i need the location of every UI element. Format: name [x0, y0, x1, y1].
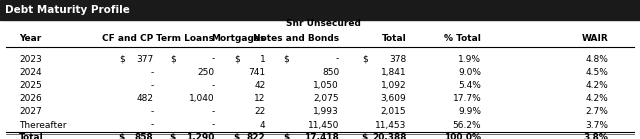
Text: 1,841: 1,841: [381, 68, 406, 77]
Text: Term Loans: Term Loans: [156, 34, 214, 43]
Text: $: $: [119, 55, 125, 64]
Text: 42: 42: [254, 81, 266, 90]
Text: 11,453: 11,453: [375, 121, 406, 130]
Text: 2027: 2027: [19, 107, 42, 116]
Bar: [0, 0, 640, 20]
Text: 11,450: 11,450: [308, 121, 339, 130]
Text: 4.5%: 4.5%: [585, 68, 608, 77]
Text: 2,015: 2,015: [381, 107, 406, 116]
Text: 250: 250: [197, 68, 214, 77]
Text: 56.2%: 56.2%: [452, 121, 481, 130]
Text: 4.8%: 4.8%: [585, 55, 608, 64]
Text: 12: 12: [254, 94, 266, 103]
Text: 17.7%: 17.7%: [452, 94, 481, 103]
Text: 378: 378: [389, 55, 406, 64]
Text: Total: Total: [19, 133, 44, 139]
Text: 9.9%: 9.9%: [458, 107, 481, 116]
Text: 4: 4: [260, 121, 266, 130]
Text: Debt Maturity Profile: Debt Maturity Profile: [5, 5, 130, 15]
Text: 2,075: 2,075: [314, 94, 339, 103]
Text: $: $: [362, 55, 368, 64]
Text: -: -: [150, 121, 154, 130]
Text: 2024: 2024: [19, 68, 42, 77]
Text: 2026: 2026: [19, 94, 42, 103]
Text: Notes and Bonds: Notes and Bonds: [253, 34, 339, 43]
Text: 822: 822: [247, 133, 266, 139]
Text: 741: 741: [248, 68, 266, 77]
Text: 17,418: 17,418: [305, 133, 339, 139]
Text: 1.9%: 1.9%: [458, 55, 481, 64]
Text: $: $: [283, 133, 289, 139]
Text: $: $: [170, 133, 176, 139]
Text: 4.2%: 4.2%: [585, 81, 608, 90]
Text: 2023: 2023: [19, 55, 42, 64]
Text: -: -: [150, 81, 154, 90]
Text: -: -: [150, 68, 154, 77]
Text: $: $: [118, 133, 125, 139]
Text: -: -: [150, 107, 154, 116]
Text: -: -: [211, 107, 214, 116]
Text: % Total: % Total: [444, 34, 481, 43]
Text: -: -: [211, 81, 214, 90]
Text: 377: 377: [136, 55, 154, 64]
Text: 3.8%: 3.8%: [583, 133, 608, 139]
Text: -: -: [211, 55, 214, 64]
Text: Year: Year: [19, 34, 42, 43]
Text: CF and CP: CF and CP: [102, 34, 154, 43]
Text: 1,290: 1,290: [186, 133, 214, 139]
Text: WAIR: WAIR: [581, 34, 608, 43]
Text: 100.0%: 100.0%: [444, 133, 481, 139]
Text: 1,040: 1,040: [189, 94, 214, 103]
Text: -: -: [336, 55, 339, 64]
Text: 2.7%: 2.7%: [585, 107, 608, 116]
Text: 22: 22: [254, 107, 266, 116]
Text: 20,388: 20,388: [372, 133, 406, 139]
Text: -: -: [211, 121, 214, 130]
Text: $: $: [234, 55, 240, 64]
Text: $: $: [234, 133, 240, 139]
Text: 1: 1: [260, 55, 266, 64]
Text: Mortgages: Mortgages: [211, 34, 266, 43]
Text: 1,092: 1,092: [381, 81, 406, 90]
Text: 482: 482: [136, 94, 154, 103]
Text: 2025: 2025: [19, 81, 42, 90]
Text: 1,050: 1,050: [314, 81, 339, 90]
Text: $: $: [362, 133, 368, 139]
Text: 850: 850: [322, 68, 339, 77]
Text: 4.2%: 4.2%: [585, 94, 608, 103]
Text: 3.7%: 3.7%: [585, 121, 608, 130]
Text: $: $: [284, 55, 289, 64]
Text: Thereafter: Thereafter: [19, 121, 67, 130]
Text: 3,609: 3,609: [381, 94, 406, 103]
Text: $: $: [170, 55, 176, 64]
Text: 858: 858: [135, 133, 154, 139]
Text: 5.4%: 5.4%: [458, 81, 481, 90]
Text: Snr Unsecured: Snr Unsecured: [287, 19, 361, 28]
Text: Total: Total: [381, 34, 406, 43]
Text: 9.0%: 9.0%: [458, 68, 481, 77]
Text: 1,993: 1,993: [314, 107, 339, 116]
